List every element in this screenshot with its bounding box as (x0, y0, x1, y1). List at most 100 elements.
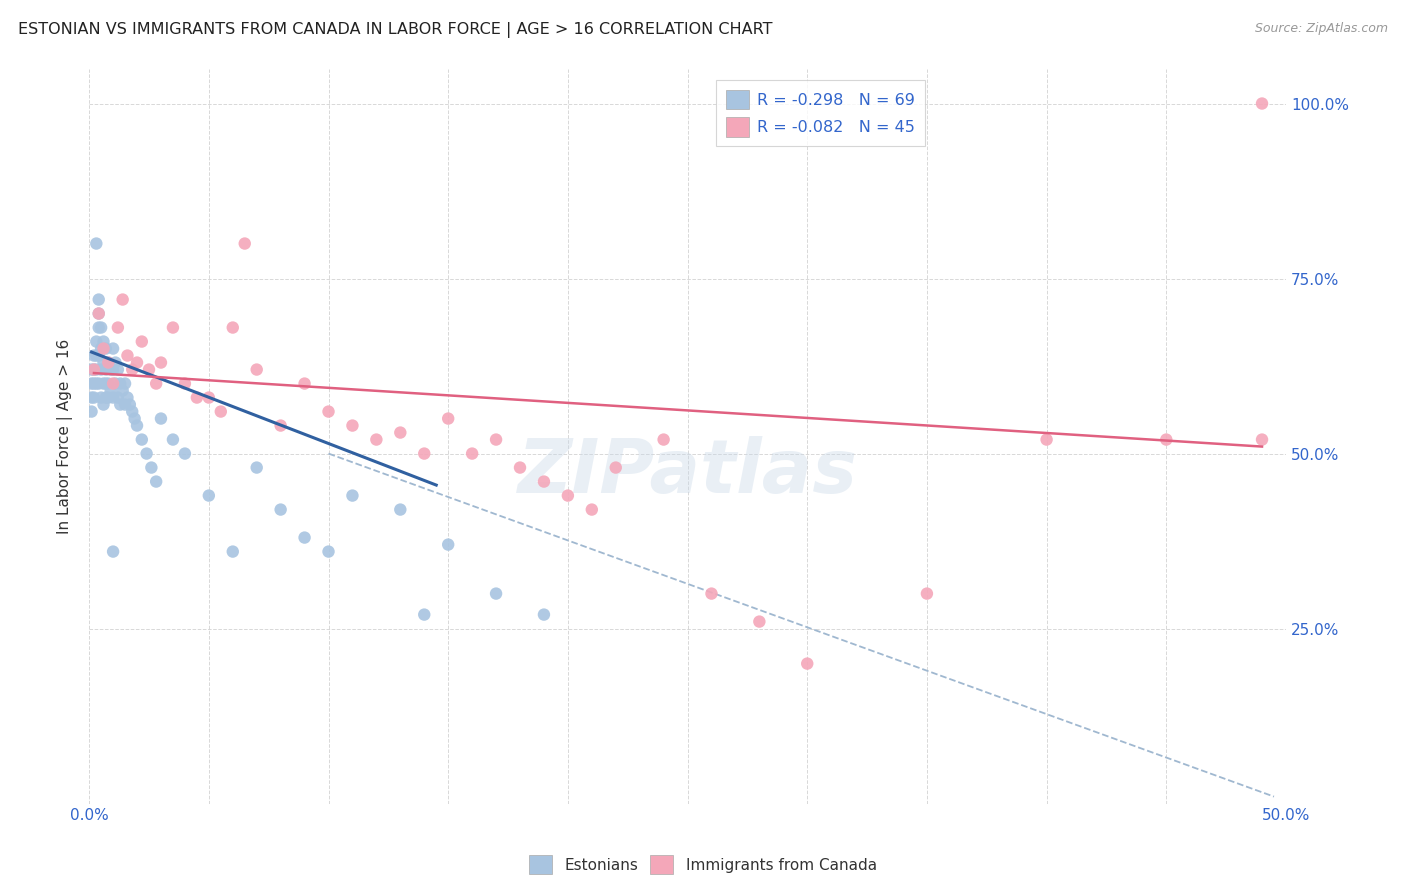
Point (209, 404, 232, 418)
Point (90, 391, 112, 405)
Point (100, 384, 122, 398)
Point (107, 391, 129, 405)
Point (104, 376, 127, 391)
Point (80, 376, 103, 391)
Point (111, 384, 134, 398)
Point (83, 349, 105, 363)
Point (121, 404, 143, 418)
Point (110, 376, 132, 391)
Point (318, 404, 340, 418)
Point (114, 398, 136, 412)
Point (485, 586, 508, 600)
Point (246, 460, 269, 475)
Point (110, 398, 132, 412)
Y-axis label: In Labor Force | Age > 16: In Labor Force | Age > 16 (58, 338, 73, 533)
Point (107, 362, 129, 376)
Point (90, 342, 112, 356)
Point (198, 391, 221, 405)
Point (87, 307, 110, 321)
Point (117, 391, 139, 405)
Point (87, 376, 110, 391)
Point (270, 502, 292, 516)
Point (124, 411, 146, 425)
Point (1156, 433, 1178, 447)
Point (437, 411, 460, 425)
Point (94, 362, 117, 376)
Point (186, 391, 208, 405)
Point (101, 342, 124, 356)
Point (97, 355, 120, 369)
Point (93, 398, 115, 412)
Point (101, 376, 124, 391)
Text: ZIPatlas: ZIPatlas (517, 436, 858, 509)
Point (1251, 433, 1274, 447)
Legend: Estonians, Immigrants from Canada: Estonians, Immigrants from Canada (523, 849, 883, 880)
Point (342, 489, 364, 503)
Point (107, 320, 129, 334)
Point (915, 586, 938, 600)
Point (366, 433, 388, 447)
Point (101, 362, 124, 376)
Point (509, 460, 531, 475)
Point (97, 355, 120, 369)
Point (80, 362, 103, 376)
Point (86, 362, 108, 376)
Point (138, 362, 160, 376)
Point (94, 391, 117, 405)
Point (90, 362, 112, 376)
Point (581, 502, 603, 516)
Point (533, 607, 555, 622)
Point (83, 362, 105, 376)
Point (342, 418, 364, 433)
Point (93, 334, 115, 349)
Point (294, 531, 316, 545)
Point (93, 342, 115, 356)
Point (90, 320, 112, 334)
Point (141, 460, 163, 475)
Point (111, 293, 134, 307)
Point (125, 355, 148, 369)
Point (222, 544, 245, 558)
Text: ESTONIAN VS IMMIGRANTS FROM CANADA IN LABOR FORCE | AGE > 16 CORRELATION CHART: ESTONIAN VS IMMIGRANTS FROM CANADA IN LA… (18, 22, 773, 38)
Point (389, 502, 412, 516)
Point (437, 538, 460, 552)
Point (131, 433, 153, 447)
Point (83, 376, 105, 391)
Point (162, 320, 184, 334)
Point (83, 391, 105, 405)
Point (174, 446, 197, 460)
Point (162, 433, 184, 447)
Point (485, 433, 508, 447)
Point (87, 320, 110, 334)
Point (87, 307, 110, 321)
Point (101, 544, 124, 558)
Point (83, 362, 105, 376)
Point (149, 355, 172, 369)
Point (117, 349, 139, 363)
Point (198, 489, 221, 503)
Point (101, 391, 124, 405)
Point (270, 418, 292, 433)
Point (652, 433, 675, 447)
Point (294, 376, 316, 391)
Point (135, 446, 157, 460)
Point (118, 398, 141, 412)
Point (700, 586, 723, 600)
Text: Source: ZipAtlas.com: Source: ZipAtlas.com (1254, 22, 1388, 36)
Point (222, 320, 245, 334)
Point (114, 376, 136, 391)
Point (87, 349, 110, 363)
Point (125, 418, 148, 433)
Point (87, 293, 110, 307)
Point (131, 334, 153, 349)
Point (94, 342, 117, 356)
Point (1035, 433, 1057, 447)
Point (145, 475, 167, 489)
Point (93, 355, 115, 369)
Point (748, 615, 770, 629)
Point (145, 376, 167, 391)
Point (80, 391, 103, 405)
Point (174, 376, 197, 391)
Point (533, 475, 555, 489)
Point (233, 236, 256, 251)
